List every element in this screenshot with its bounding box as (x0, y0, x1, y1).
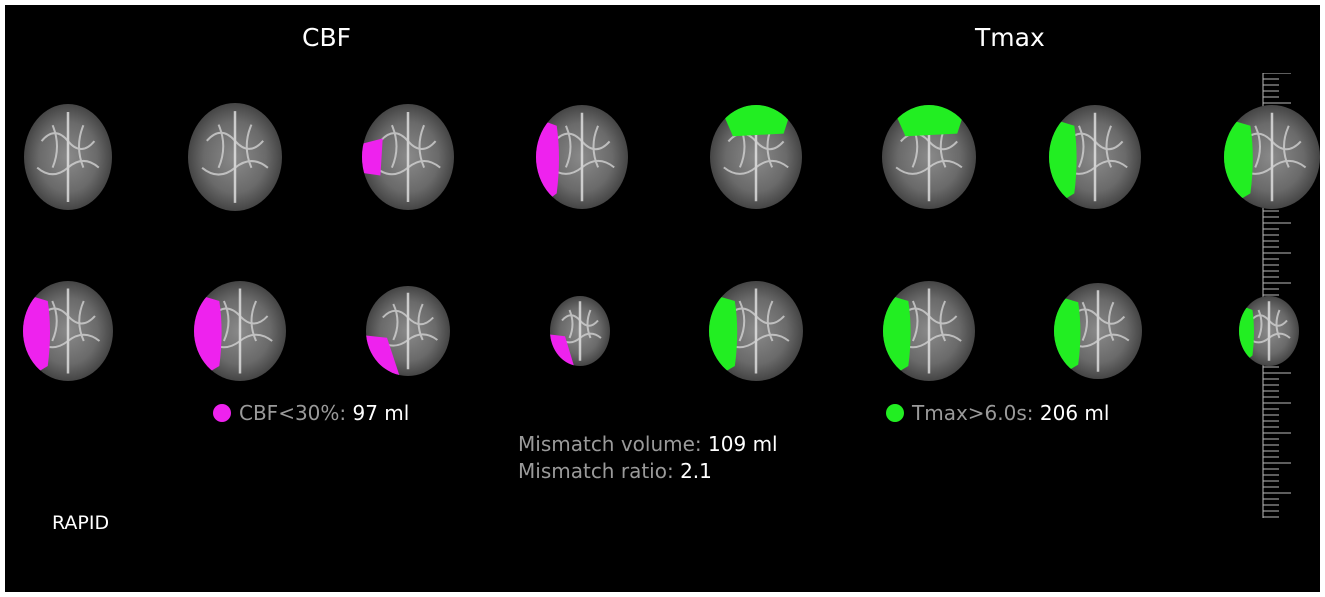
tmax-color-dot (886, 404, 904, 422)
tmax-legend-label: Tmax>6.0s: (912, 401, 1034, 425)
tmax-brain-slice (883, 281, 975, 381)
tmax-legend: Tmax>6.0s: 206 ml (886, 401, 1109, 425)
mismatch-summary: Mismatch volume: 109 ml Mismatch ratio: … (518, 431, 778, 485)
cbf-color-dot (213, 404, 231, 422)
perfusion-panel: CBF Tmax (5, 5, 1320, 592)
tmax-brain-slice (710, 105, 802, 209)
tmax-brain-slice (1049, 105, 1141, 209)
cbf-title: CBF (302, 23, 351, 52)
cbf-legend: CBF<30%: 97 ml (213, 401, 409, 425)
mismatch-volume-value: 109 ml (708, 432, 778, 456)
mismatch-ratio-line: Mismatch ratio: 2.1 (518, 458, 778, 485)
tmax-legend-value: 206 ml (1039, 401, 1110, 425)
mismatch-volume-label: Mismatch volume: (518, 432, 702, 456)
tmax-brain-slice (1239, 296, 1299, 366)
cbf-brain-slice (536, 105, 628, 209)
cbf-brain-slice (194, 281, 286, 381)
mismatch-ratio-label: Mismatch ratio: (518, 459, 674, 483)
tmax-brain-slice (882, 105, 976, 209)
cbf-brain-slice (550, 296, 610, 366)
mismatch-volume-line: Mismatch volume: 109 ml (518, 431, 778, 458)
cbf-brain-slice (366, 286, 450, 376)
cbf-brain-slice (188, 103, 282, 211)
cbf-brain-slice (23, 281, 113, 381)
rapid-brand: RAPID (52, 512, 110, 534)
tmax-brain-slice (1054, 283, 1142, 379)
cbf-legend-value: 97 ml (352, 401, 410, 425)
tmax-title: Tmax (975, 23, 1045, 52)
tmax-brain-slice (709, 281, 803, 381)
cbf-brain-slice (362, 104, 454, 210)
mismatch-ratio-value: 2.1 (680, 459, 712, 483)
cbf-brain-slice (24, 104, 112, 210)
cbf-legend-label: CBF<30%: (239, 401, 347, 425)
tmax-brain-slice (1224, 105, 1320, 209)
